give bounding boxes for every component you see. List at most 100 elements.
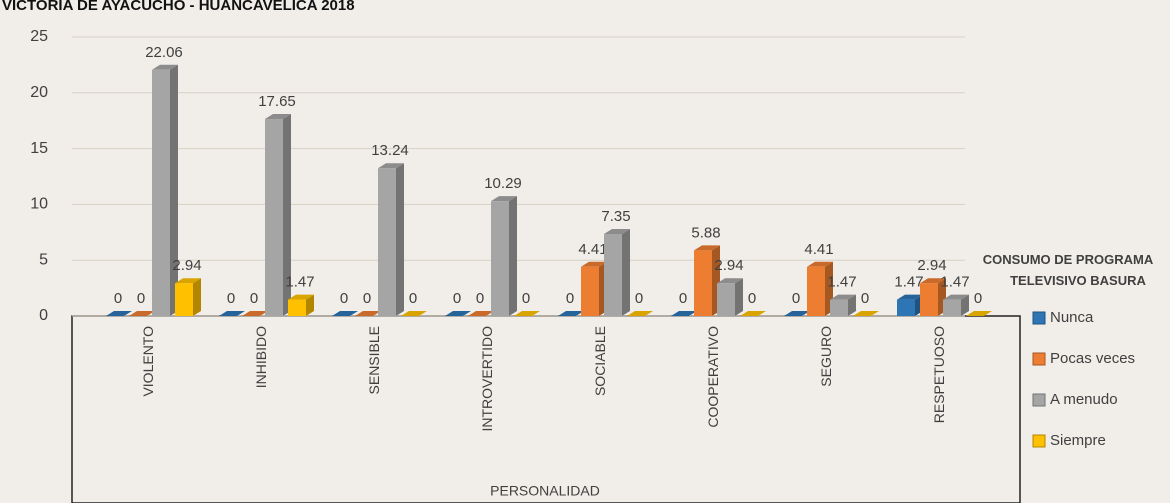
x-tick-label: INHIBIDO: [253, 326, 269, 388]
data-label: 0: [137, 290, 145, 307]
bar-top: [129, 311, 155, 316]
bar-top: [717, 278, 743, 284]
bar-top: [106, 311, 132, 316]
data-label: 0: [114, 290, 122, 307]
x-tick-label: SENSIBLE: [366, 326, 382, 394]
x-tick-label: VIOLENTO: [140, 326, 156, 397]
bar-side: [848, 294, 856, 316]
data-label: 0: [974, 290, 982, 307]
bar-top: [378, 163, 404, 169]
bar-top: [853, 311, 879, 316]
bar-side: [396, 163, 404, 316]
data-label: 0: [340, 290, 348, 307]
x-tick-label: RESPETUOSO: [931, 326, 947, 423]
data-label: 0: [635, 290, 643, 307]
data-label: 1.47: [894, 274, 923, 291]
legend-title: CONSUMO DE PROGRAMA TELEVISIVO BASURA: [983, 252, 1154, 288]
legend-label: A menudo: [1050, 391, 1118, 408]
data-label: 10.29: [484, 175, 522, 192]
bar-top: [288, 294, 314, 300]
bar: [717, 283, 735, 316]
bar-top: [175, 278, 201, 284]
data-label: 2.94: [714, 257, 743, 274]
data-label: 22.06: [145, 44, 183, 61]
bar: [175, 283, 193, 316]
x-axis-title: PERSONALIDAD: [490, 483, 600, 499]
data-label: 0: [566, 290, 574, 307]
bar-top: [152, 64, 178, 70]
legend-label: Nunca: [1050, 309, 1094, 326]
legend-swatch: [1032, 393, 1046, 407]
bar: [943, 299, 961, 316]
bar-top: [219, 311, 245, 316]
data-label: 2.94: [917, 257, 946, 274]
bar: [920, 283, 938, 316]
bar-top: [966, 311, 992, 316]
y-tick-label: 15: [30, 140, 48, 157]
x-tick-label: SOCIABLE: [592, 326, 608, 396]
legend-swatch: [1032, 352, 1046, 366]
bar: [152, 69, 170, 317]
bar-top: [943, 294, 969, 300]
bar: [830, 299, 848, 316]
data-label: 0: [679, 290, 687, 307]
data-label: 4.41: [578, 241, 607, 258]
legend-swatch: [1032, 311, 1046, 325]
data-label: 0: [453, 290, 461, 307]
bar: [604, 233, 622, 316]
bar-top: [671, 311, 697, 316]
bar-side: [509, 196, 517, 316]
data-label: 4.41: [804, 241, 833, 258]
bar-top: [784, 311, 810, 316]
bar-top: [604, 228, 630, 234]
data-label: 7.35: [601, 208, 630, 225]
bar-top: [242, 311, 268, 316]
bar: [694, 250, 712, 316]
y-tick-label: 25: [30, 28, 48, 45]
legend-swatch: [1032, 434, 1046, 448]
x-tick-label: SEGURO: [818, 326, 834, 387]
bar-top: [491, 196, 517, 202]
data-label: 0: [522, 290, 530, 307]
legend-label: Siempre: [1050, 432, 1106, 449]
y-tick-label: 5: [39, 251, 48, 268]
data-label: 0: [861, 290, 869, 307]
bar-side: [735, 278, 743, 316]
bar: [265, 119, 283, 316]
x-tick-label: INTROVERTIDO: [479, 326, 495, 432]
data-label: 0: [363, 290, 371, 307]
bar-side: [622, 228, 630, 316]
data-label: 0: [476, 290, 484, 307]
bar-top: [445, 311, 471, 316]
x-tick-label: COOPERATIVO: [705, 326, 721, 428]
data-label: 0: [227, 290, 235, 307]
bar-top: [627, 311, 653, 316]
data-label: 1.47: [940, 274, 969, 291]
bar-top: [355, 311, 381, 316]
y-tick-label: 10: [30, 196, 48, 213]
bar-top: [920, 278, 946, 284]
y-tick-label: 20: [30, 84, 48, 101]
legend-label: Pocas veces: [1050, 350, 1135, 367]
bar-side: [170, 64, 178, 317]
bar-top: [514, 311, 540, 316]
bar-top: [807, 261, 833, 267]
bar: [897, 299, 915, 316]
bar-side: [193, 278, 201, 316]
bar-top: [581, 261, 607, 267]
bar: [491, 201, 509, 316]
bar-top: [897, 294, 923, 300]
bar-top: [740, 311, 766, 316]
data-label: 1.47: [285, 274, 314, 291]
data-label: 13.24: [371, 142, 409, 159]
data-label: 0: [250, 290, 258, 307]
bar-top: [468, 311, 494, 316]
bar: [378, 168, 396, 316]
bar-side: [961, 294, 969, 316]
data-label: 5.88: [691, 224, 720, 241]
bar: [807, 266, 825, 316]
chart-title: VICTORIA DE AYACUCHO - HUANCAVELICA 2018: [2, 0, 355, 14]
bar-side: [306, 294, 314, 316]
